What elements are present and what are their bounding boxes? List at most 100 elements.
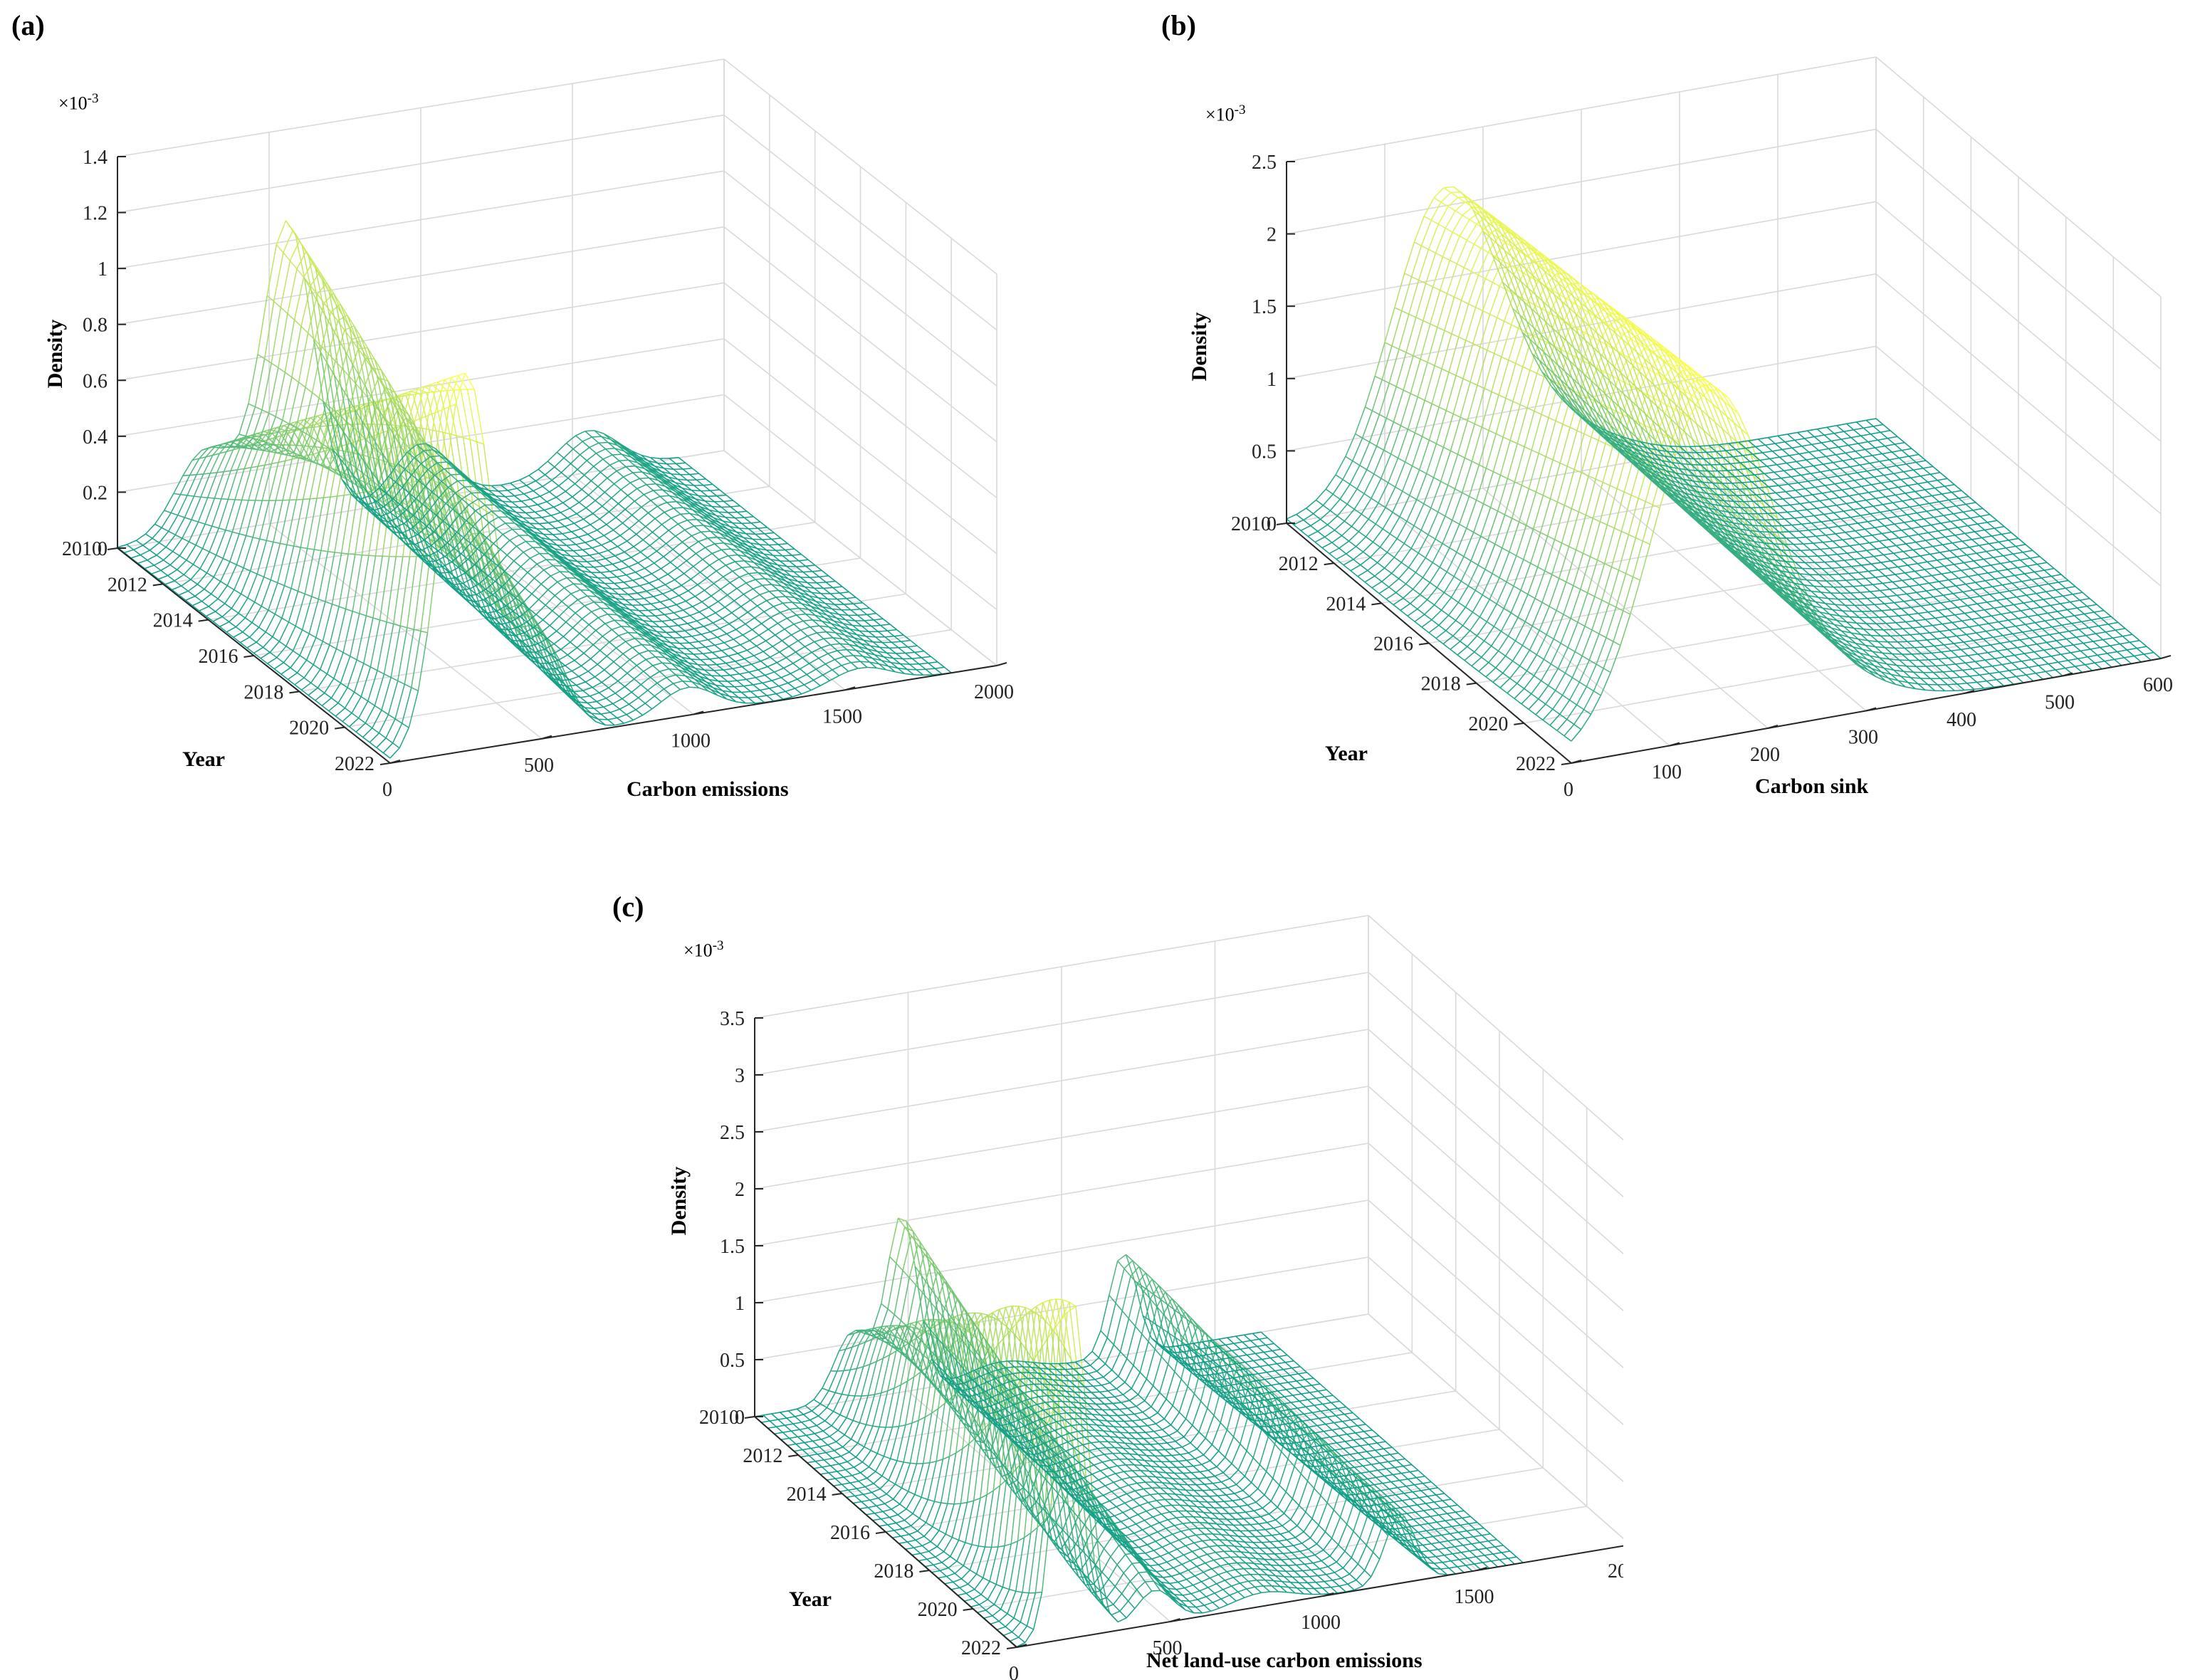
mesh-line — [410, 528, 419, 535]
mesh-line — [414, 489, 422, 498]
mesh-line — [212, 621, 221, 627]
mesh-line — [614, 619, 624, 621]
z-multiplier: ×10-3 — [58, 91, 99, 114]
mesh-line — [501, 576, 512, 587]
mesh-line — [168, 530, 176, 535]
mesh-line — [647, 690, 655, 697]
mesh-line — [887, 629, 897, 631]
mesh-line — [781, 640, 790, 647]
mesh-line — [474, 555, 483, 562]
mesh-line — [675, 482, 685, 485]
mesh-line — [457, 480, 465, 488]
mesh-line — [324, 692, 332, 699]
mesh-line — [664, 656, 674, 662]
mesh-line — [584, 602, 594, 607]
mesh-line — [763, 553, 774, 557]
mesh-line — [833, 620, 844, 624]
mesh-line — [888, 666, 896, 673]
mesh-line — [703, 589, 712, 597]
mesh-line — [580, 524, 591, 530]
mesh-line — [300, 285, 311, 327]
mesh-line — [845, 619, 855, 621]
mesh-line — [590, 658, 598, 665]
mesh-line — [533, 490, 540, 497]
mesh-line — [199, 456, 206, 459]
mesh-line — [591, 607, 602, 612]
mesh-line — [165, 534, 176, 548]
mesh-line — [321, 705, 330, 712]
mesh-line — [410, 390, 420, 394]
mesh-line — [790, 588, 800, 594]
mesh-line — [505, 634, 513, 641]
mesh-line — [703, 651, 713, 655]
mesh-line — [314, 303, 325, 340]
mesh-line — [708, 636, 718, 641]
mesh-line — [792, 693, 802, 698]
mesh-line — [869, 607, 877, 614]
mesh-line — [682, 681, 690, 688]
mesh-line — [331, 552, 342, 604]
mesh-line — [411, 474, 419, 481]
mesh-line — [907, 646, 916, 653]
mesh-line — [659, 537, 666, 545]
mesh-line — [382, 415, 391, 425]
mesh-line — [502, 500, 510, 508]
mesh-line — [298, 382, 306, 388]
mesh-line — [257, 354, 265, 359]
mesh-line — [647, 460, 656, 467]
mesh-line — [378, 518, 388, 523]
mesh-line — [607, 441, 616, 449]
mesh-line — [737, 510, 747, 513]
mesh-line — [588, 616, 599, 626]
mesh-line — [481, 569, 489, 577]
mesh-line — [159, 542, 167, 548]
mesh-line — [702, 653, 711, 660]
mesh-line — [709, 509, 719, 513]
mesh-line — [280, 542, 288, 546]
mesh-line — [807, 632, 817, 637]
mesh-line — [634, 494, 644, 502]
mesh-line — [724, 686, 733, 693]
mesh-line — [459, 504, 469, 515]
mesh-line — [273, 252, 284, 302]
mesh-line — [478, 546, 487, 558]
mesh-line — [471, 535, 480, 547]
mesh-line — [275, 416, 283, 421]
mesh-line — [459, 553, 470, 565]
z-tick-label: 0.4 — [83, 426, 108, 448]
mesh-line — [468, 504, 476, 512]
mesh-line — [557, 520, 565, 527]
mesh-line — [532, 518, 540, 525]
mesh-line — [611, 629, 619, 636]
mesh-line — [806, 668, 817, 676]
mesh-line — [918, 662, 928, 665]
mesh-line — [678, 457, 686, 463]
mesh-line — [801, 603, 809, 610]
mesh-line — [855, 597, 864, 604]
mesh-line — [290, 421, 298, 424]
mesh-line — [666, 463, 674, 470]
mesh-line — [313, 664, 321, 670]
mesh-line — [449, 434, 460, 495]
mesh-line — [852, 640, 861, 644]
mesh-line — [565, 612, 576, 623]
mesh-line — [689, 611, 700, 616]
mesh-line — [693, 653, 703, 655]
mesh-line — [365, 723, 373, 729]
mesh-line — [622, 691, 632, 700]
mesh-line — [607, 550, 616, 557]
mesh-line — [754, 550, 765, 555]
mesh-line — [464, 485, 474, 488]
mesh-line — [413, 515, 421, 522]
mesh-line — [716, 684, 726, 688]
mesh-line — [847, 631, 855, 639]
mesh-line — [414, 386, 425, 421]
mesh-line — [901, 639, 911, 642]
mesh-line — [711, 505, 719, 513]
mesh-line — [671, 584, 682, 591]
mesh-line — [424, 457, 435, 501]
mesh-line — [873, 641, 883, 644]
mesh-line — [523, 552, 530, 559]
mesh-line — [389, 399, 401, 446]
mesh-line — [245, 406, 256, 436]
